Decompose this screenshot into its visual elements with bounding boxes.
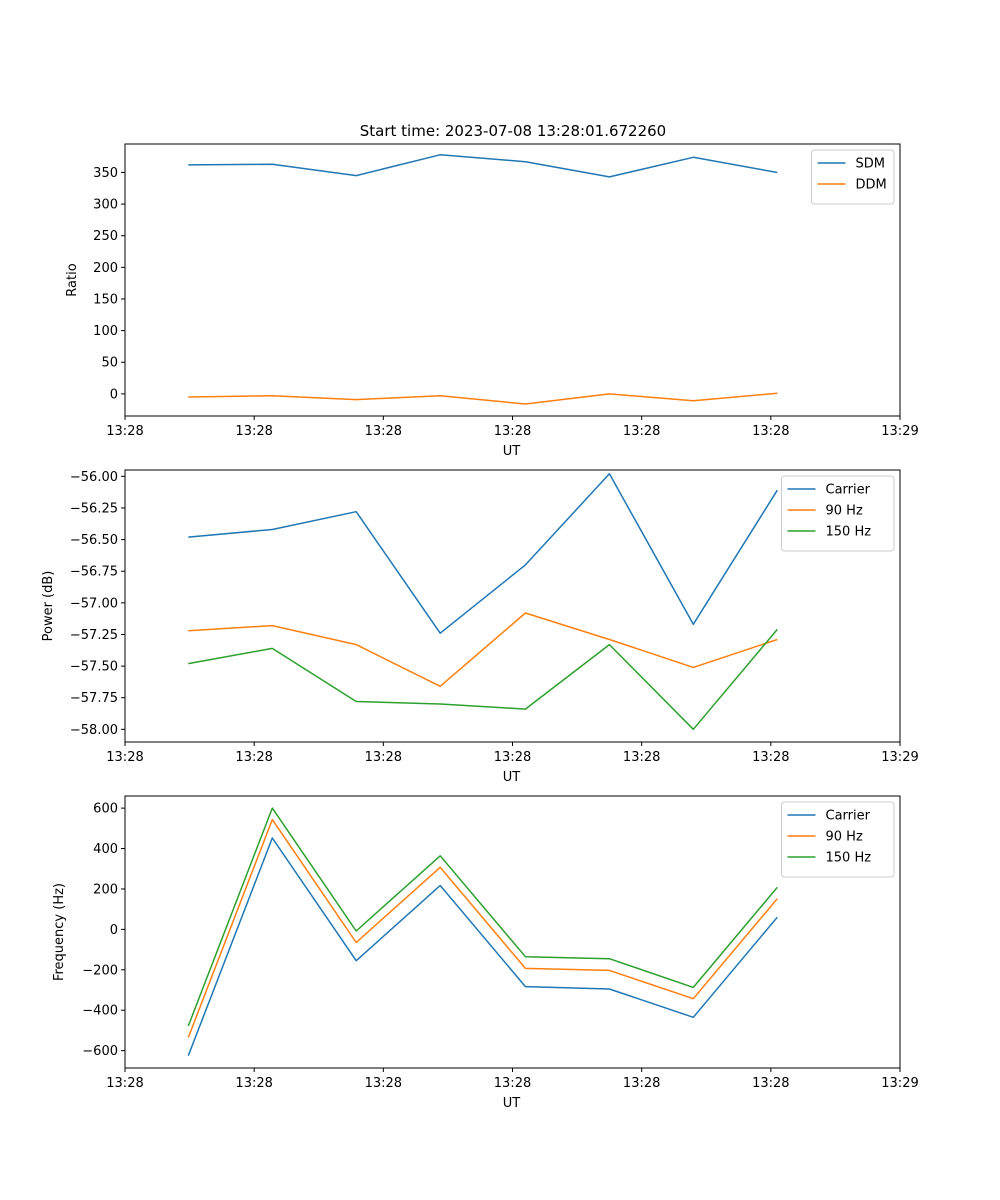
series-line-150-hz xyxy=(188,628,778,731)
y-tick-label: −600 xyxy=(82,1044,118,1059)
y-tick-label: 0 xyxy=(110,387,118,402)
y-tick-label: −400 xyxy=(82,1004,118,1019)
x-tick-label: 13:28 xyxy=(752,1076,789,1091)
y-tick-label: −56.50 xyxy=(70,533,118,548)
x-tick-label: 13:28 xyxy=(494,1076,531,1091)
x-axis-label: UT xyxy=(503,770,521,785)
x-tick-label: 13:28 xyxy=(365,1076,402,1091)
y-axis-label: Frequency (Hz) xyxy=(52,883,67,981)
legend-label: SDM xyxy=(856,157,885,172)
legend-label: 90 Hz xyxy=(826,504,863,519)
x-axis-label: UT xyxy=(503,444,521,459)
y-tick-label: −56.00 xyxy=(70,470,118,485)
series-line-carrier xyxy=(187,837,778,1056)
y-tick-label: −57.25 xyxy=(70,628,118,643)
x-tick-label: 13:28 xyxy=(235,750,272,765)
legend-box xyxy=(781,801,895,878)
y-tick-label: −57.50 xyxy=(70,660,118,675)
legend-label: 150 Hz xyxy=(826,851,872,866)
y-axis-label: Power (dB) xyxy=(41,571,56,642)
panel-2: 13:28 13:28 13:28 13:28 13:28 13:28 13:29 −58.0… xyxy=(41,469,919,785)
y-tick-label: −56.75 xyxy=(70,565,118,580)
series-line-90-hz xyxy=(187,818,778,1038)
figure-title: Start time: 2023-07-08 13:28:01.672260 xyxy=(360,122,666,140)
y-tick-label: 250 xyxy=(93,229,118,244)
x-tick-label: 13:28 xyxy=(235,1076,272,1091)
legend-label: Carrier xyxy=(826,809,871,824)
y-tick-label: 0 xyxy=(110,923,118,938)
legend: Carrier 90 Hz 150 Hz xyxy=(781,475,895,552)
x-tick-label: 13:28 xyxy=(752,750,789,765)
x-tick-label: 13:28 xyxy=(623,750,660,765)
x-tick-label: 13:28 xyxy=(106,1076,143,1091)
y-tick-label: −58.00 xyxy=(70,723,118,738)
y-tick-label: 600 xyxy=(93,802,118,817)
x-tick-label: 13:28 xyxy=(365,750,402,765)
y-tick-label: −200 xyxy=(82,963,118,978)
legend-label: Carrier xyxy=(826,483,871,498)
x-tick-label: 13:28 xyxy=(494,750,531,765)
x-tick-label: 13:28 xyxy=(365,424,402,439)
x-tick-label: 13:28 xyxy=(752,424,789,439)
x-tick-label: 13:28 xyxy=(235,424,272,439)
y-tick-label: −56.25 xyxy=(70,501,118,516)
x-axis-label: UT xyxy=(503,1096,521,1111)
y-axis-label: Ratio xyxy=(65,263,80,296)
y-tick-label: 200 xyxy=(93,882,118,897)
x-tick-label: 13:28 xyxy=(106,750,143,765)
legend-label: 90 Hz xyxy=(826,830,863,845)
y-tick-label: 100 xyxy=(93,324,118,339)
x-tick-label: 13:29 xyxy=(881,1076,918,1091)
panel-1: 13:28 13:28 13:28 13:28 13:28 13:28 13:29 0 50 10… xyxy=(65,143,919,459)
x-tick-label: 13:28 xyxy=(623,424,660,439)
y-tick-label: 300 xyxy=(93,198,118,213)
legend-box xyxy=(781,475,895,552)
legend: Carrier 90 Hz 150 Hz xyxy=(781,801,895,878)
y-tick-label: 50 xyxy=(101,356,118,371)
legend-label: DDM xyxy=(856,178,887,193)
series-line-sdm xyxy=(188,154,778,178)
legend-label: 150 Hz xyxy=(826,525,872,540)
y-tick-label: −57.75 xyxy=(70,691,118,706)
y-tick-label: 200 xyxy=(93,261,118,276)
series-line-carrier xyxy=(188,473,778,634)
axes-frame xyxy=(124,143,901,417)
series-line-150-hz xyxy=(187,807,778,1027)
y-tick-label: 350 xyxy=(93,166,118,181)
legend: SDM DDM xyxy=(811,149,895,205)
y-tick-label: 150 xyxy=(93,292,118,307)
x-tick-label: 13:28 xyxy=(494,424,531,439)
x-tick-label: 13:29 xyxy=(881,750,918,765)
series-line-90-hz xyxy=(188,612,778,688)
y-tick-label: 400 xyxy=(93,842,118,857)
x-tick-label: 13:28 xyxy=(106,424,143,439)
series-line-ddm xyxy=(188,392,778,405)
x-tick-label: 13:28 xyxy=(623,1076,660,1091)
y-tick-label: −57.00 xyxy=(70,596,118,611)
panel-3: 13:28 13:28 13:28 13:28 13:28 13:28 13:29 −600 −… xyxy=(52,795,919,1111)
x-tick-label: 13:29 xyxy=(881,424,918,439)
